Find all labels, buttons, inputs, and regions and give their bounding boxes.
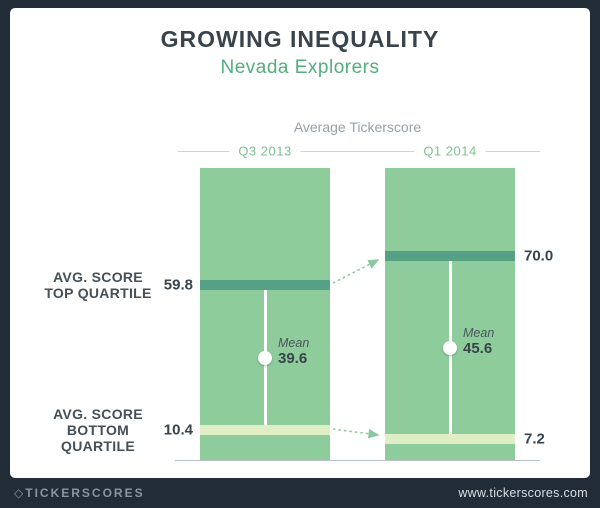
- column-label-q3-2013: Q3 2013: [229, 143, 301, 159]
- bottom-quartile-value-q3-2013: 10.4: [163, 421, 193, 439]
- diamond-icon: ◇: [14, 486, 24, 500]
- mean-value: 45.6: [463, 340, 493, 358]
- bottom-quartile-marker-q3-2013: [200, 425, 330, 435]
- column-header-rule: [178, 151, 540, 152]
- mean-label: Mean: [463, 326, 495, 340]
- top-quartile-value-q3-2013: 59.8: [163, 276, 193, 294]
- mean-dot-q1-2014: [443, 341, 457, 355]
- mean-dot-q3-2013: [258, 351, 272, 365]
- row-label-line: AVG. SCORE: [53, 406, 143, 422]
- axis-title: Average Tickerscore: [293, 119, 422, 135]
- bottom-quartile-value-q1-2014: 7.2: [524, 430, 545, 448]
- mean-annotation-q3-2013: Mean 39.6: [278, 336, 348, 368]
- row-label-line: QUARTILE: [61, 438, 135, 454]
- row-label-line: BOTTOM: [66, 422, 130, 438]
- row-label-bottom-quartile: AVG. SCORE BOTTOM QUARTILE: [22, 406, 174, 454]
- bottom-quartile-marker-q1-2014: [385, 434, 515, 444]
- mean-annotation-q1-2014: Mean 45.6: [463, 326, 533, 358]
- row-label-line: AVG. SCORE: [53, 269, 143, 285]
- page-subtitle: Nevada Explorers: [220, 57, 380, 78]
- row-label-top-quartile: AVG. SCORE TOP QUARTILE: [22, 269, 174, 301]
- mean-label: Mean: [278, 336, 310, 350]
- brand-name: TICKERSCORES: [25, 486, 145, 500]
- brand-logo: ◇ TICKERSCORES: [14, 486, 145, 500]
- mean-value: 39.6: [278, 350, 308, 368]
- top-quartile-marker-q3-2013: [200, 280, 330, 290]
- top-quartile-marker-q1-2014: [385, 251, 515, 261]
- top-quartile-value-q1-2014: 70.0: [524, 247, 554, 265]
- row-label-line: TOP QUARTILE: [44, 285, 152, 301]
- page-title: GROWING INEQUALITY: [160, 26, 440, 52]
- website-url: www.tickerscores.com: [458, 486, 588, 500]
- x-axis-line: [175, 460, 540, 461]
- column-label-q1-2014: Q1 2014: [414, 143, 486, 159]
- footer-bar: ◇ TICKERSCORES www.tickerscores.com: [0, 478, 600, 508]
